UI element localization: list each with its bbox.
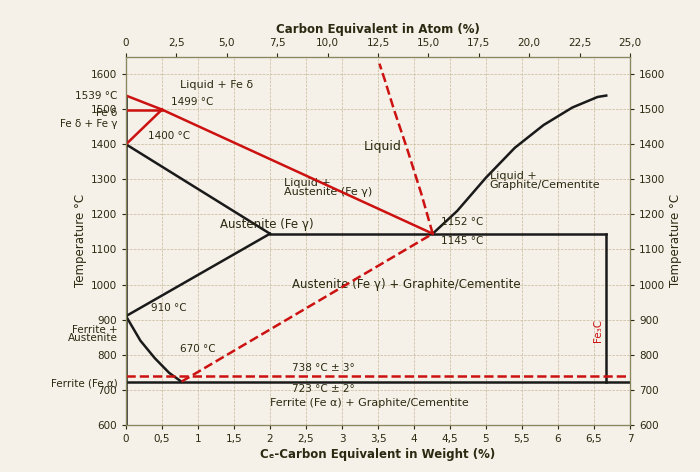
Text: 738 °C ± 3°: 738 °C ± 3° <box>292 363 354 373</box>
Text: Austenite (Fe γ): Austenite (Fe γ) <box>220 218 313 231</box>
Text: Ferrite (Fe α): Ferrite (Fe α) <box>50 379 118 388</box>
Y-axis label: Temperature °C: Temperature °C <box>74 194 87 287</box>
Text: 910 °C: 910 °C <box>151 303 187 313</box>
Text: Liquid +: Liquid + <box>284 178 331 188</box>
Text: Austenite: Austenite <box>67 333 118 343</box>
Text: Ferrite (Fe α) + Graphite/Cementite: Ferrite (Fe α) + Graphite/Cementite <box>270 398 469 408</box>
Text: Liquid +: Liquid + <box>489 171 536 181</box>
Y-axis label: Temperature °C: Temperature °C <box>669 194 682 287</box>
Text: Liquid + Fe δ: Liquid + Fe δ <box>180 80 253 90</box>
X-axis label: Cₑ-Carbon Equivalent in Weight (%): Cₑ-Carbon Equivalent in Weight (%) <box>260 448 496 461</box>
Text: Fe₃C: Fe₃C <box>593 319 603 342</box>
Text: Fe δ: Fe δ <box>96 108 118 118</box>
Text: 1539 °C: 1539 °C <box>75 91 118 101</box>
Text: 1152 °C: 1152 °C <box>442 218 484 228</box>
X-axis label: Carbon Equivalent in Atom (%): Carbon Equivalent in Atom (%) <box>276 24 480 36</box>
Text: 1145 °C: 1145 °C <box>442 236 484 246</box>
Text: Ferrite +: Ferrite + <box>71 325 118 335</box>
Text: 1400 °C: 1400 °C <box>148 132 190 142</box>
Text: Fe δ + Fe γ: Fe δ + Fe γ <box>60 119 118 129</box>
Text: 670 °C: 670 °C <box>180 344 216 354</box>
Text: Austenite (Fe γ): Austenite (Fe γ) <box>284 186 372 197</box>
Text: Liquid: Liquid <box>363 140 402 152</box>
Text: Austenite (Fe γ) + Graphite/Cementite: Austenite (Fe γ) + Graphite/Cementite <box>292 278 520 291</box>
Text: Graphite/Cementite: Graphite/Cementite <box>489 180 600 190</box>
Text: 1499 °C: 1499 °C <box>171 97 213 107</box>
Text: 723 °C ± 2°: 723 °C ± 2° <box>292 384 354 394</box>
